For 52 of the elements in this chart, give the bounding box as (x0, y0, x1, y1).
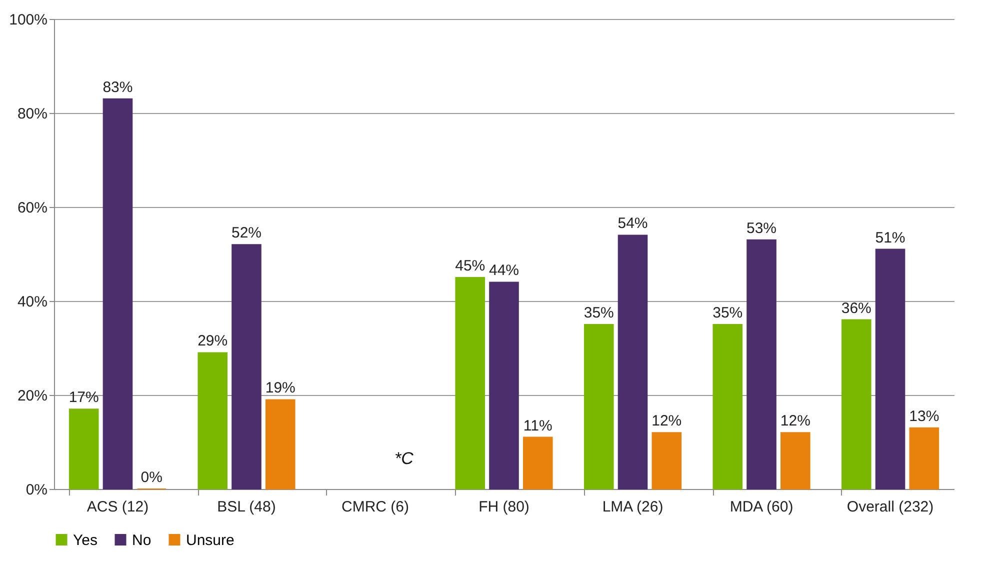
y-tick-label: 100% (9, 12, 48, 28)
bar (875, 248, 906, 490)
bar (780, 432, 810, 490)
bar (102, 98, 133, 490)
data-label: 12% (780, 412, 810, 430)
bar (265, 399, 296, 490)
bar (909, 427, 940, 490)
bar (712, 324, 743, 490)
data-label: 11% (523, 417, 552, 434)
data-label: 17% (68, 389, 99, 406)
bar (68, 408, 99, 490)
annotation: *C (394, 449, 414, 468)
x-tick-label: LMA (26) (602, 498, 664, 516)
x-tick-label: FH (80) (478, 498, 530, 516)
data-label: 83% (102, 78, 133, 96)
data-label: 52% (231, 224, 262, 242)
bar (522, 436, 553, 490)
bar (618, 234, 648, 490)
data-label: 35% (584, 304, 614, 322)
data-label: 0% (140, 469, 162, 486)
legend-label: No (132, 532, 152, 549)
data-label: 54% (618, 215, 648, 232)
y-tick-label: 60% (17, 200, 48, 216)
data-label: 35% (712, 304, 743, 322)
y-tick-label: 40% (17, 294, 48, 310)
bar (841, 319, 872, 490)
x-tick-label: Overall (232) (846, 498, 934, 516)
x-tick-label: ACS (12) (86, 498, 149, 516)
y-tick-label: 80% (17, 106, 48, 122)
bar (652, 432, 682, 490)
data-label: 45% (455, 258, 486, 274)
bar (198, 352, 228, 490)
bar (584, 324, 614, 490)
y-tick-label: 0% (26, 482, 48, 498)
legend-label: Yes (73, 532, 98, 549)
data-label: 53% (746, 220, 777, 237)
data-label: 36% (841, 300, 872, 317)
bar (489, 282, 519, 490)
x-tick-label: BSL (48) (217, 498, 276, 516)
y-tick-label: 20% (17, 388, 48, 404)
bar (455, 277, 486, 490)
data-label: 13% (909, 408, 940, 425)
x-tick-label: CMRC (6) (341, 498, 409, 516)
data-label: 44% (488, 262, 520, 280)
data-label: 19% (265, 380, 296, 397)
data-label: 12% (652, 412, 682, 430)
data-label: 51% (875, 229, 906, 246)
bar (746, 239, 776, 490)
bar (232, 244, 262, 490)
legend-label: Unsure (186, 532, 234, 549)
x-tick-label: MDA (60) (730, 498, 794, 516)
data-label: 29% (198, 332, 228, 350)
